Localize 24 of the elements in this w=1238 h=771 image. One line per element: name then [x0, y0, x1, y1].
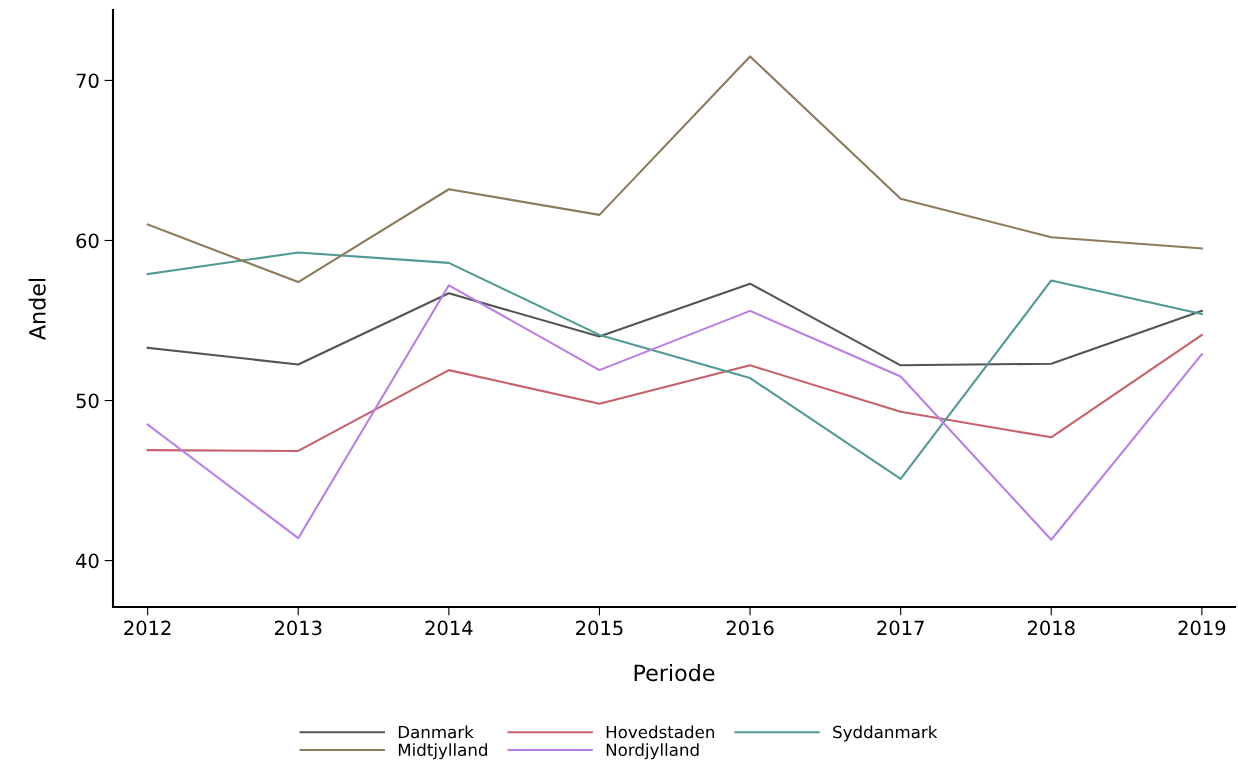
y-tick-label: 40: [76, 553, 99, 569]
x-tick-label: 2018: [1027, 620, 1075, 636]
x-tick-label: 2014: [425, 620, 473, 636]
line-series: [146, 284, 1203, 541]
x-tick-label: 2012: [124, 620, 171, 636]
x-axis-title: Periode: [634, 664, 715, 682]
line-series: [146, 333, 1203, 452]
legend-label: Midtjylland: [398, 743, 487, 760]
x-tick-label: 2016: [726, 620, 774, 636]
y-tick-label: 70: [76, 73, 99, 89]
legend-label: Danmark: [398, 725, 474, 739]
x-tick-label: 2017: [877, 620, 924, 636]
legend-label: Nordjylland: [606, 743, 699, 760]
y-axis-title: Andel: [28, 278, 46, 340]
legend-label: Hovedstaden: [606, 725, 714, 739]
line-series: [146, 251, 1203, 480]
y-tick-label: 60: [76, 233, 99, 249]
line-series: [146, 282, 1203, 367]
x-tick-label: 2013: [274, 620, 322, 636]
legend-label: Syddanmark: [833, 725, 938, 742]
line-series: [146, 55, 1203, 284]
y-tick-label: 50: [76, 393, 99, 409]
x-tick-label: 2015: [576, 620, 623, 636]
x-tick-label: 2019: [1178, 620, 1226, 636]
